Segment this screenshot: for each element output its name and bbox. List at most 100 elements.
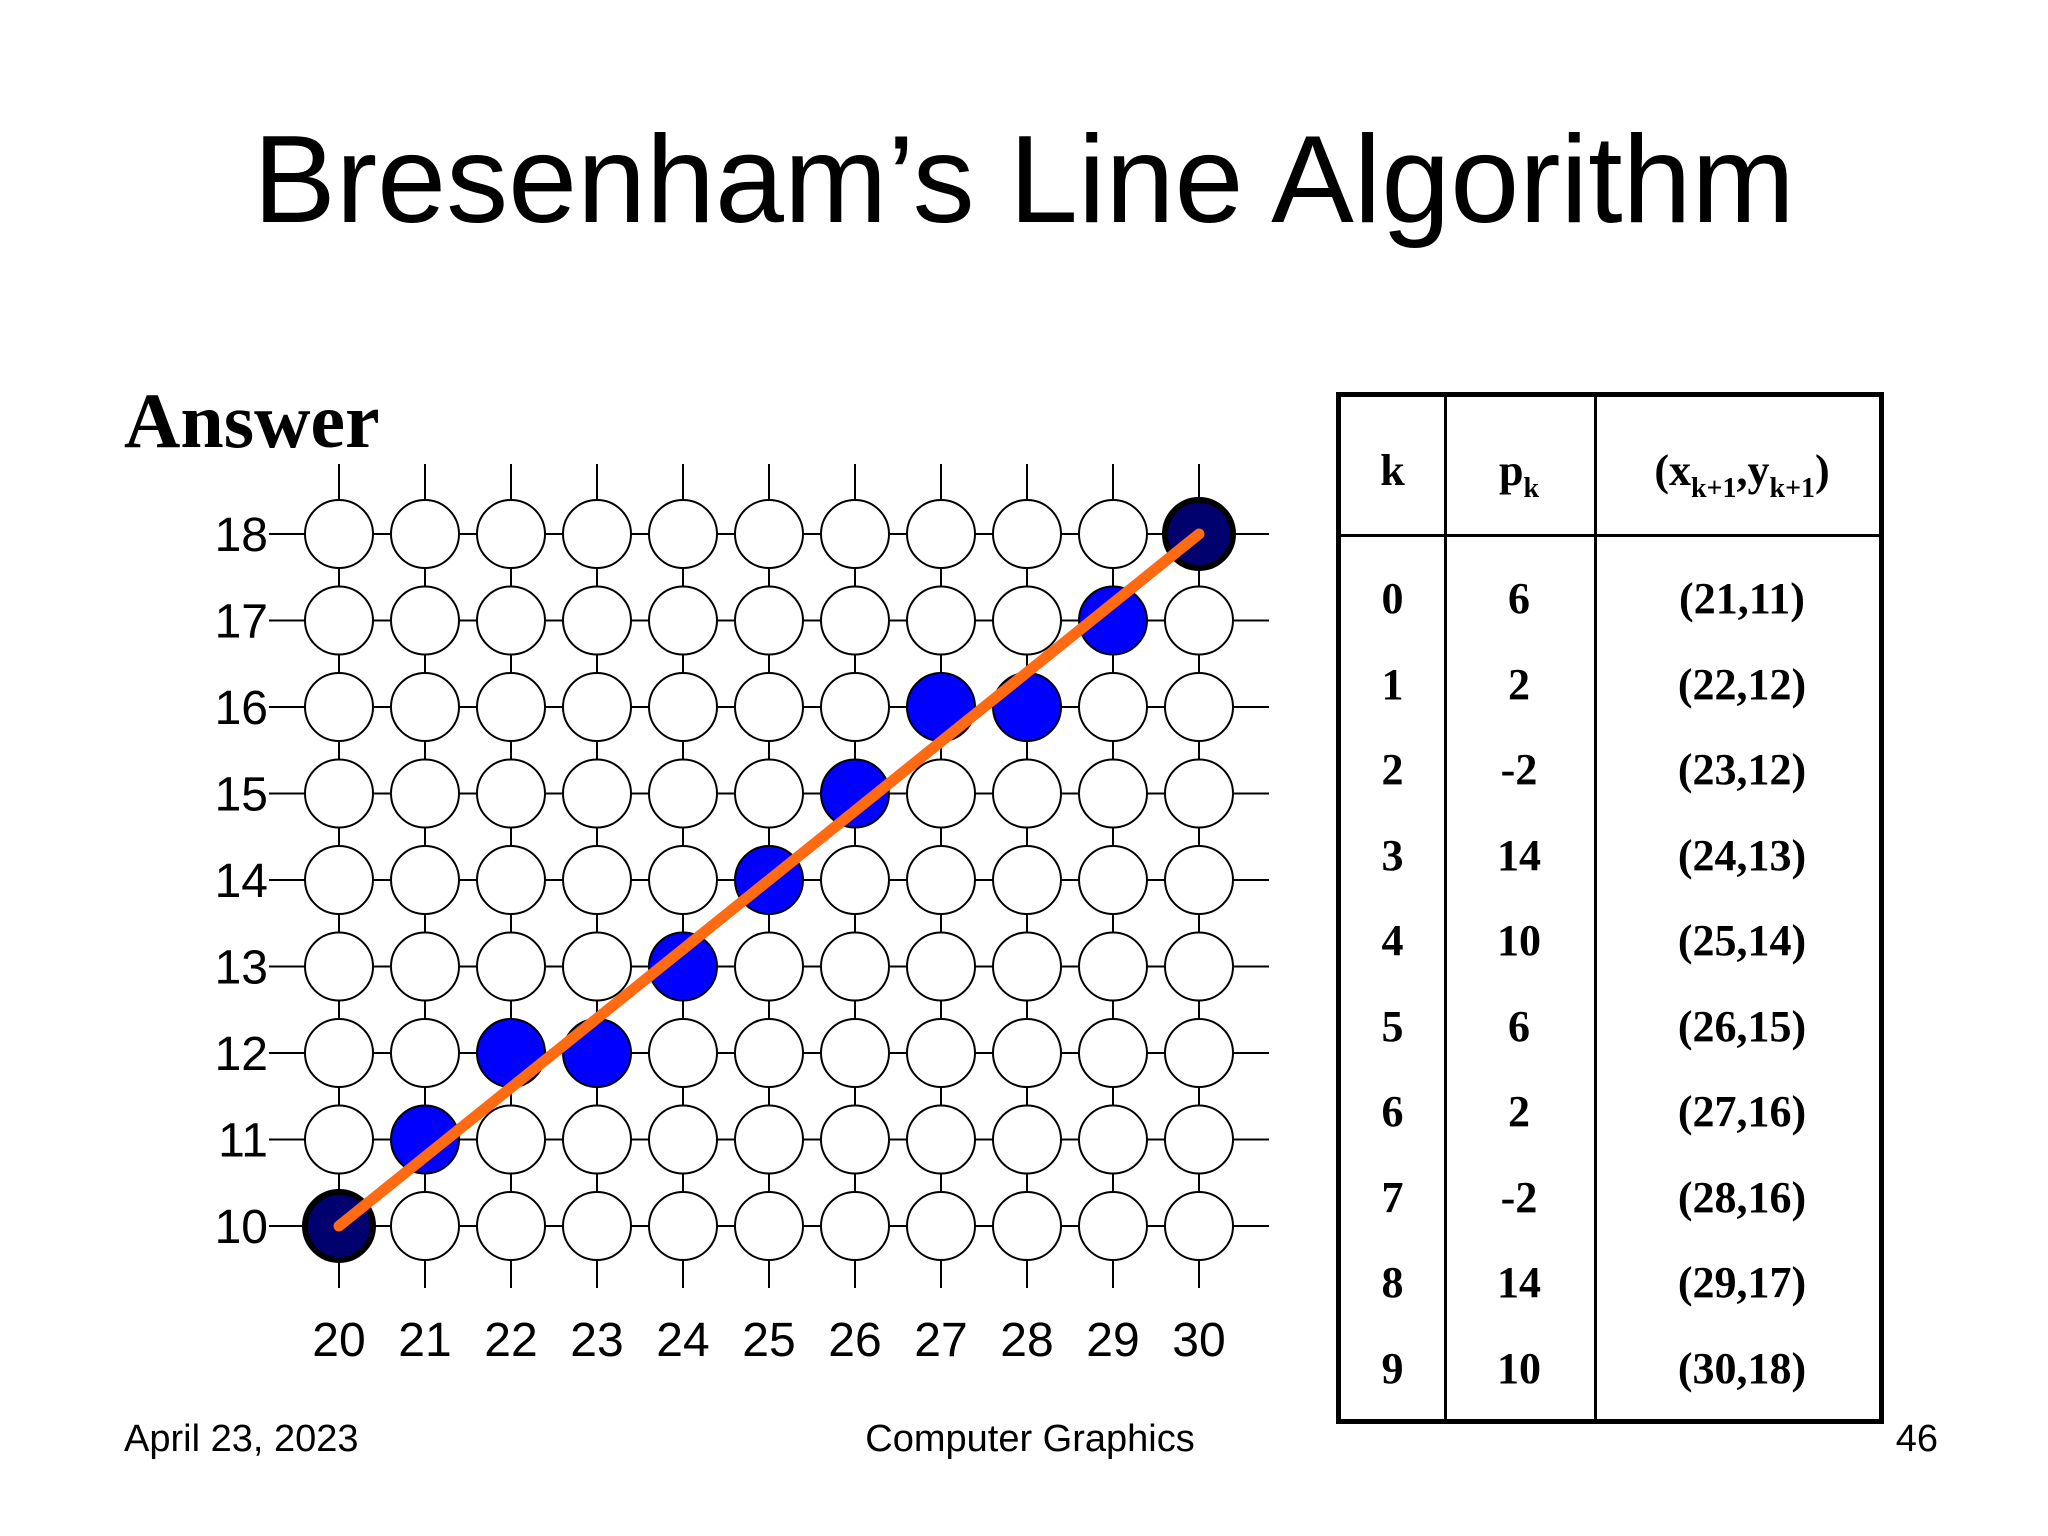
pixel-circle-empty: [992, 1191, 1062, 1261]
cell-coord: (25,14): [1677, 916, 1807, 965]
pixel-circle-empty: [1078, 499, 1148, 569]
pixel-circle-empty: [1164, 585, 1234, 656]
cell-k: 4: [1381, 916, 1404, 965]
pixel-circle-empty: [906, 499, 976, 569]
pixel-circle-empty: [906, 845, 976, 915]
pixel-circle-plotted: [1078, 585, 1148, 656]
pixel-circle-empty: [476, 758, 546, 829]
pixel-circle-empty: [992, 758, 1062, 829]
cell-coord: (21,11): [1679, 574, 1805, 623]
cell-pk: -2: [1500, 745, 1538, 794]
cell-coord: (24,13): [1677, 830, 1807, 880]
pixel-circle-empty: [562, 585, 632, 656]
pixel-circle-empty: [906, 585, 976, 656]
pixel-circle-empty: [992, 1018, 1062, 1088]
pixel-circle-empty: [906, 1191, 976, 1261]
pixel-circle-empty: [476, 499, 546, 569]
y-tick-label: 16: [215, 682, 268, 735]
pixel-circle-empty: [906, 1018, 976, 1088]
header-pk: pk: [1444, 449, 1594, 503]
pixel-circle-empty: [390, 672, 460, 742]
pixel-circle-empty: [304, 931, 374, 1002]
cell-coord: (26,15): [1677, 1001, 1807, 1051]
x-tick-label: 23: [570, 1314, 623, 1367]
x-tick-label: 21: [398, 1314, 451, 1367]
pixel-circle-empty: [476, 585, 546, 656]
x-tick-label: 30: [1172, 1314, 1225, 1367]
footer-page-number: 46: [1895, 1418, 1938, 1460]
y-tick-label: 12: [215, 1028, 268, 1081]
cell-pk: 2: [1508, 1087, 1530, 1136]
pixel-circle-empty: [648, 672, 718, 742]
pixel-circle-empty: [304, 499, 374, 569]
cell-coord: (30,18): [1677, 1343, 1807, 1393]
cell-k: 1: [1381, 659, 1404, 709]
header-p-subscript: k: [1523, 473, 1540, 504]
slide-title: Bresenham’s Line Algorithm: [253, 111, 1795, 249]
pixel-circle-empty: [1164, 672, 1234, 742]
pixel-circle-empty: [390, 845, 460, 915]
cell-coord: (27,16): [1677, 1087, 1807, 1136]
pixel-circle-empty: [734, 1104, 804, 1175]
pixel-circle-empty: [648, 758, 718, 829]
pixel-circle-empty: [648, 1104, 718, 1175]
pixel-circle-empty: [734, 758, 804, 829]
pixel-circle-empty: [906, 1104, 976, 1175]
cell-k: 2: [1381, 745, 1404, 794]
cell-k: 0: [1381, 574, 1404, 623]
table-header-divider: [1341, 534, 1879, 537]
pixel-circle-plotted: [390, 1104, 460, 1175]
cell-k: 5: [1381, 1001, 1404, 1051]
cell-coord: (29,17): [1677, 1258, 1807, 1307]
pixel-circle-empty: [734, 1018, 804, 1088]
pixel-circle-empty: [562, 931, 632, 1002]
pixel-circle-empty: [1078, 1018, 1148, 1088]
cell-k: 9: [1381, 1343, 1404, 1393]
pixel-circle-empty: [648, 1191, 718, 1261]
pixel-circle-empty: [304, 1104, 374, 1175]
cell-k: 6: [1381, 1087, 1404, 1136]
pixel-circle-plotted: [648, 931, 718, 1002]
pixel-circle-empty: [648, 845, 718, 915]
pixel-circle-empty: [820, 931, 890, 1002]
pixel-circle-plotted: [906, 672, 976, 742]
pixel-circle-empty: [1164, 1104, 1234, 1175]
cell-pk: 14: [1497, 1258, 1541, 1307]
answer-label: Answer: [124, 377, 380, 464]
footer-course: Computer Graphics: [865, 1418, 1195, 1460]
ideal-line: [333, 528, 1205, 1232]
cell-pk: 14: [1497, 830, 1541, 880]
pixel-circle-empty: [562, 672, 632, 742]
x-tick-label: 29: [1086, 1314, 1139, 1367]
header-coord-sub2: k+1: [1769, 473, 1816, 504]
pixel-circle-plotted: [820, 758, 890, 829]
table-col-divider-2: [1594, 397, 1597, 1419]
pixel-circle-empty: [734, 585, 804, 656]
pixel-circle-empty: [820, 585, 890, 656]
pixel-circle-empty: [1078, 931, 1148, 1002]
y-tick-label: 18: [215, 509, 268, 562]
header-coord: (xk+1,yk+1): [1597, 449, 1887, 503]
pixel-circle-empty: [820, 1104, 890, 1175]
pixel-circle-empty: [476, 931, 546, 1002]
pixel-circle-empty: [906, 931, 976, 1002]
y-tick-label: 13: [215, 942, 268, 995]
footer-date: April 23, 2023: [124, 1418, 359, 1460]
cell-coord: (23,12): [1677, 745, 1807, 794]
pixel-circle-empty: [820, 1191, 890, 1261]
pixel-circle-empty: [390, 758, 460, 829]
pixel-circle-empty: [1164, 845, 1234, 915]
cell-k: 3: [1381, 830, 1404, 880]
pixel-circle-empty: [304, 758, 374, 829]
pixel-circle-empty: [476, 845, 546, 915]
pixel-circle-empty: [1078, 758, 1148, 829]
pixel-circle-empty: [476, 672, 546, 742]
pixel-circle-empty: [992, 499, 1062, 569]
pixel-circle-plotted: [562, 1018, 632, 1088]
cell-pk: 10: [1497, 1343, 1541, 1393]
cell-coord: (22,12): [1677, 659, 1807, 709]
pixel-circle-empty: [1078, 1104, 1148, 1175]
pixel-circle-empty: [562, 1191, 632, 1261]
pixel-circle-empty: [1078, 672, 1148, 742]
